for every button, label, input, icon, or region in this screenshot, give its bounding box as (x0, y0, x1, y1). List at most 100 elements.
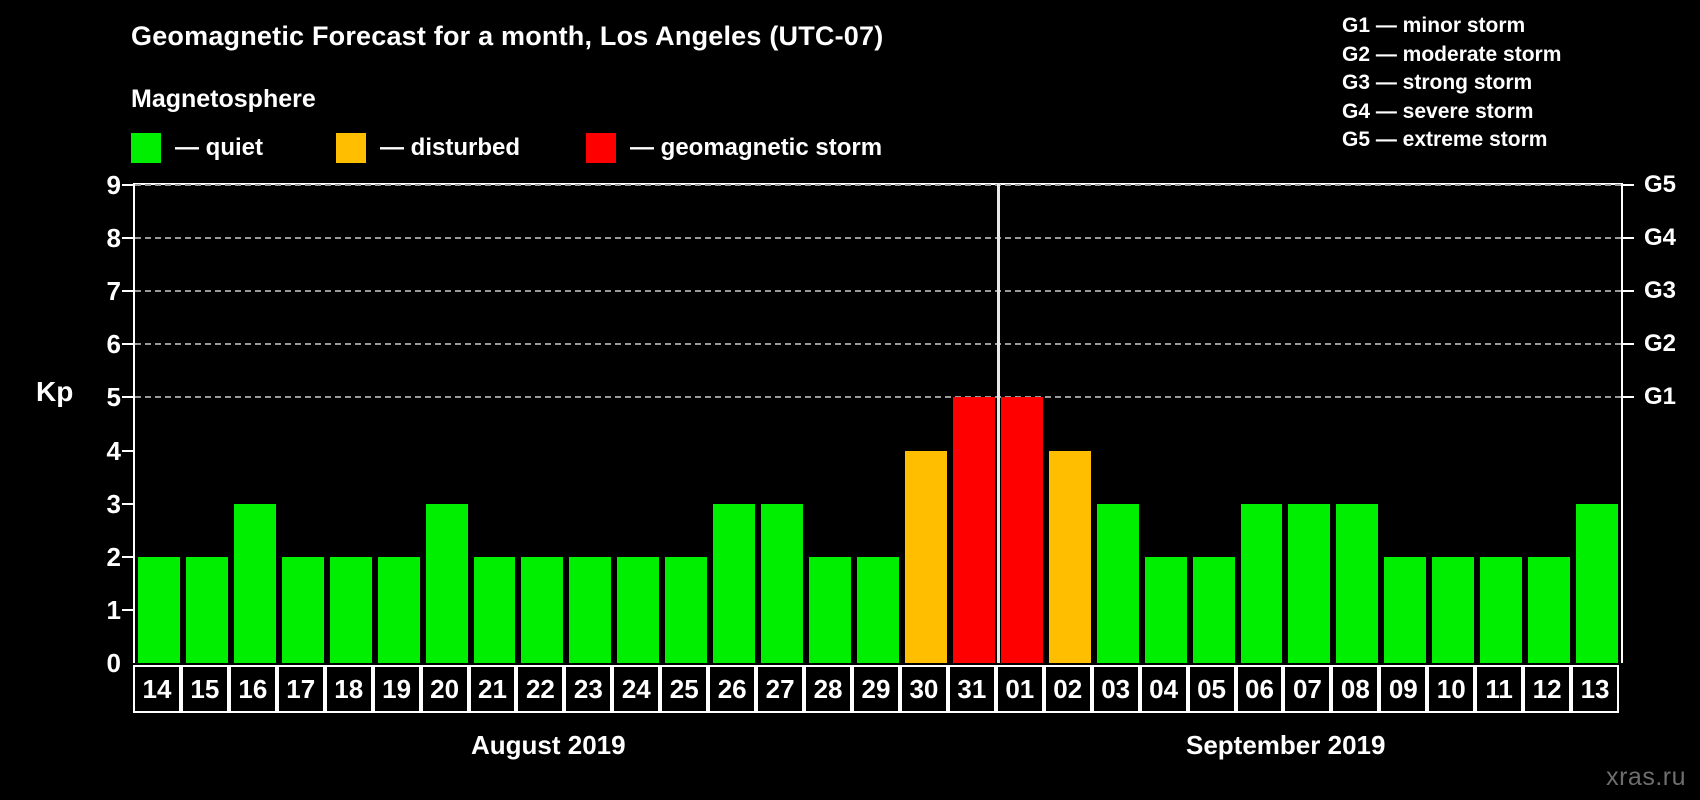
bar-12[interactable] (1528, 556, 1571, 663)
legend-label-quiet: — quiet (175, 134, 263, 161)
date-cell-04[interactable]: 04 (1139, 665, 1188, 713)
y-tick-2 (122, 555, 133, 558)
date-cell-10[interactable]: 10 (1427, 665, 1476, 713)
y-tick-9 (122, 184, 133, 186)
bar-14[interactable] (138, 556, 180, 663)
date-cell-28[interactable]: 28 (804, 665, 853, 713)
date-cell-14[interactable]: 14 (133, 665, 181, 713)
date-labels-row: 14 15 16 17 18 19 20 21 22 23 24 25 26 27 28 29 30 31 01 02… (133, 665, 1623, 713)
bar-slot (1333, 185, 1381, 663)
date-cell-18[interactable]: 18 (324, 665, 373, 713)
bar-04[interactable] (1144, 556, 1187, 663)
date-cell-13[interactable]: 13 (1571, 665, 1619, 713)
date-cell-11[interactable]: 11 (1475, 665, 1524, 713)
bar-16[interactable] (233, 503, 276, 663)
bar-slot (1429, 185, 1477, 663)
date-cell-07[interactable]: 07 (1283, 665, 1332, 713)
y-axis-title: Kp (36, 376, 74, 407)
bar-slot (1142, 185, 1190, 663)
bar-30[interactable] (904, 450, 947, 663)
bar-27[interactable] (761, 503, 804, 663)
bar-slot (279, 185, 327, 663)
y-axis-label-9: 9 (106, 170, 121, 200)
y-axis-label-1: 1 (106, 594, 121, 625)
date-cell-12[interactable]: 12 (1523, 665, 1572, 713)
g-axis-label-G3: G3 (1644, 277, 1677, 305)
bar-20[interactable] (425, 503, 468, 663)
legend-swatch-geomagnetic-storm (586, 133, 616, 163)
legend-item-disturbed: — disturbed (336, 132, 520, 164)
g-axis-label-G4: G4 (1644, 224, 1677, 252)
bar-22[interactable] (521, 556, 564, 663)
bar-slot (902, 185, 950, 663)
bar-26[interactable] (713, 503, 756, 663)
y-axis-label-2: 2 (106, 541, 121, 572)
y-axis-label-8: 8 (106, 223, 121, 254)
date-cell-06[interactable]: 06 (1235, 665, 1284, 713)
bar-slot (375, 185, 423, 663)
g-tick-G3 (1623, 290, 1634, 293)
date-cell-02[interactable]: 02 (1043, 665, 1092, 713)
bar-06[interactable] (1240, 503, 1283, 663)
legend-item-geomagnetic-storm: — geomagnetic storm (586, 132, 882, 164)
date-cell-15[interactable]: 15 (180, 665, 229, 713)
date-cell-01[interactable]: 01 (995, 665, 1044, 713)
date-cell-31[interactable]: 31 (947, 665, 996, 713)
bar-13[interactable] (1576, 503, 1618, 663)
bar-11[interactable] (1480, 556, 1523, 663)
y-tick-4 (122, 449, 133, 452)
date-cell-22[interactable]: 22 (516, 665, 565, 713)
bar-05[interactable] (1192, 556, 1235, 663)
bar-23[interactable] (569, 556, 612, 663)
bar-slot (950, 185, 998, 663)
bar-25[interactable] (665, 556, 708, 663)
gscale-row-3: G3 — strong storm (1342, 71, 1533, 94)
bar-01[interactable] (1000, 397, 1043, 663)
bar-18[interactable] (329, 556, 372, 663)
date-cell-16[interactable]: 16 (228, 665, 277, 713)
bar-29[interactable] (857, 556, 899, 663)
date-cell-20[interactable]: 20 (420, 665, 469, 713)
bar-21[interactable] (473, 556, 516, 663)
bar-10[interactable] (1432, 556, 1475, 663)
date-cell-09[interactable]: 09 (1379, 665, 1428, 713)
date-cell-21[interactable]: 21 (468, 665, 517, 713)
bar-slot (1525, 185, 1573, 663)
bar-15[interactable] (185, 556, 228, 663)
bar-19[interactable] (377, 556, 420, 663)
g-tick-G1 (1623, 396, 1634, 399)
bar-slot (183, 185, 231, 663)
date-cell-30[interactable]: 30 (899, 665, 948, 713)
date-cell-24[interactable]: 24 (612, 665, 661, 713)
bar-slot (471, 185, 519, 663)
date-cell-23[interactable]: 23 (564, 665, 613, 713)
date-cell-29[interactable]: 29 (852, 665, 900, 713)
bar-17[interactable] (281, 556, 324, 663)
legend-swatch-disturbed (336, 133, 366, 163)
legend-item-quiet: — quiet (131, 132, 263, 164)
date-cell-27[interactable]: 27 (756, 665, 805, 713)
page-title: Geomagnetic Forecast for a month, Los An… (131, 21, 884, 51)
y-axis-label-6: 6 (106, 329, 121, 360)
y-axis-label-3: 3 (106, 488, 121, 519)
bar-24[interactable] (617, 556, 660, 663)
date-cell-26[interactable]: 26 (708, 665, 757, 713)
g-axis-label-G1: G1 (1644, 383, 1677, 411)
date-cell-25[interactable]: 25 (660, 665, 709, 713)
bar-08[interactable] (1336, 503, 1379, 663)
y-tick-8 (122, 237, 133, 240)
bar-09[interactable] (1384, 556, 1427, 663)
date-cell-08[interactable]: 08 (1331, 665, 1380, 713)
bar-31[interactable] (952, 397, 995, 663)
date-cell-05[interactable]: 05 (1187, 665, 1236, 713)
date-cell-17[interactable]: 17 (276, 665, 325, 713)
month-caption-august: August 2019 (471, 730, 626, 760)
bar-07[interactable] (1288, 503, 1331, 663)
bar-02[interactable] (1048, 450, 1091, 663)
bar-03[interactable] (1096, 503, 1139, 663)
legend-label-disturbed: — disturbed (380, 134, 521, 161)
date-cell-19[interactable]: 19 (372, 665, 421, 713)
date-cell-03[interactable]: 03 (1091, 665, 1140, 713)
y-tick-1 (122, 608, 133, 611)
bar-28[interactable] (809, 556, 852, 663)
